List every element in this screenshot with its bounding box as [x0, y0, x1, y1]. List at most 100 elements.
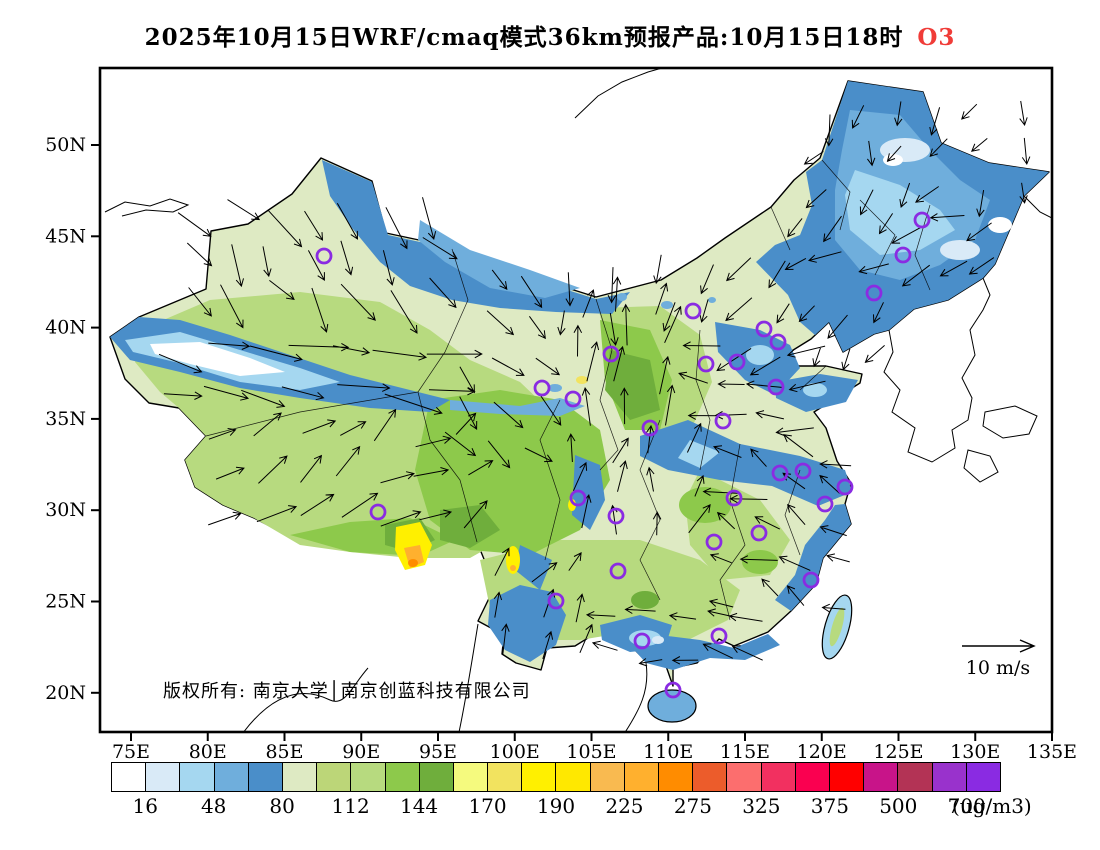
copyright-text: 版权所有: 南京大学│南京创蓝科技有限公司	[163, 680, 531, 702]
colorbar-cell	[213, 762, 248, 792]
colorbar-cell	[555, 762, 590, 792]
title-species-o3: O3	[917, 24, 956, 51]
wind-scale-legend: 10 m/s	[962, 639, 1036, 679]
city-marker-shijiazhuang	[728, 353, 746, 371]
colorbar-tick-label: 700	[947, 794, 986, 818]
city-marker-shanghai	[836, 478, 854, 496]
colorbar-cell	[418, 762, 453, 792]
colorbar-cell	[452, 762, 488, 792]
colorbar-cell	[350, 762, 385, 792]
lat-label-20N: 20N	[45, 682, 86, 704]
city-marker-wuhan	[725, 489, 743, 507]
colorbar-tick-label: 325	[742, 794, 781, 818]
colorbar-cell	[589, 762, 624, 792]
lon-label-85E: 85E	[265, 741, 303, 763]
province-boundaries	[205, 159, 931, 621]
title-text: 2025年10月15日WRF/cmaq模式36km预报产品:10月15日18时	[144, 24, 904, 51]
city-marker-chongqing	[607, 507, 625, 525]
colorbar-cell	[726, 762, 761, 792]
foreign-coastlines	[104, 68, 1052, 732]
city-marker-urumqi	[315, 247, 333, 265]
colorbar-tick-label: 500	[879, 794, 918, 818]
city-marker-fuzhou	[802, 571, 820, 589]
city-marker-xian	[641, 419, 659, 437]
city-marker-kunming	[547, 592, 565, 610]
city-marker-shenyang	[865, 284, 883, 302]
colorbar-tick-label: 190	[536, 794, 576, 818]
lat-label-35N: 35N	[45, 408, 86, 430]
colorbar-cell	[247, 762, 282, 792]
city-marker-hangzhou	[816, 495, 834, 513]
lon-label-110E: 110E	[643, 741, 693, 763]
city-marker-guiyang	[609, 562, 627, 580]
colorbar-tick-label: 80	[269, 794, 295, 818]
city-marker-lanzhou	[564, 390, 582, 408]
colorbar-cell	[692, 762, 727, 792]
colorbar-cell	[384, 762, 419, 792]
lon-label-115E: 115E	[720, 741, 770, 763]
colorbar-cell	[487, 762, 522, 792]
city-marker-nanchang	[750, 524, 768, 542]
lon-label-105E: 105E	[566, 741, 616, 763]
city-marker-harbin	[913, 211, 931, 229]
lat-label-45N: 45N	[45, 225, 86, 247]
colorbar-cell	[145, 762, 180, 792]
city-marker-nanjing	[794, 462, 812, 480]
lon-label-80E: 80E	[189, 741, 227, 763]
colorbar-tick-label: 48	[200, 794, 227, 818]
colorbar-cell	[828, 762, 864, 792]
lon-label-100E: 100E	[490, 741, 540, 763]
lat-label-40N: 40N	[45, 317, 86, 339]
colorbar-cell	[111, 762, 146, 792]
page-title: 2025年10月15日WRF/cmaq模式36km预报产品:10月15日18时 O…	[0, 18, 1100, 52]
lon-label-75E: 75E	[112, 741, 150, 763]
lat-label-50N: 50N	[45, 134, 86, 156]
lon-label-120E: 120E	[797, 741, 847, 763]
city-marker-yinchuan	[602, 345, 620, 363]
lon-label-95E: 95E	[419, 741, 457, 763]
colorbar-cell	[316, 762, 351, 792]
wind-scale-label: 10 m/s	[966, 657, 1030, 679]
colorbar-tick-label: 275	[673, 794, 713, 818]
city-marker-lhasa	[369, 503, 387, 521]
city-marker-hefei	[771, 464, 789, 482]
city-marker-jinan	[767, 378, 785, 396]
lon-label-90E: 90E	[342, 741, 380, 763]
city-marker-haikou	[664, 681, 682, 699]
lon-label-135E: 135E	[1027, 741, 1077, 763]
wind-arrow-paths	[158, 100, 1031, 667]
city-marker-beijing	[755, 320, 773, 338]
lon-label-130E: 130E	[950, 741, 1000, 763]
colorbar-tick-label: 170	[468, 794, 507, 818]
city-marker-xining	[533, 379, 551, 397]
colorbar-cell	[658, 762, 693, 792]
china-region	[109, 80, 1050, 723]
colorbar-cell	[521, 762, 556, 792]
colorbar-cell	[179, 762, 214, 792]
colorbar-cell	[794, 762, 829, 792]
lon-label-125E: 125E	[873, 741, 923, 763]
map-frame	[98, 66, 1054, 734]
colorbar-tick-label: 112	[331, 794, 370, 818]
lat-label-30N: 30N	[45, 499, 86, 521]
city-marker-tianjin	[769, 333, 787, 351]
taiwan-island	[821, 594, 853, 660]
ozone-low-blue	[110, 81, 1049, 670]
city-marker-guangzhou	[710, 627, 728, 645]
axis-labels: 50N 45N 40N 35N 30N 25N 20N 75E 80E 85E 90E 95E 100E…	[45, 134, 1077, 763]
colorbar-scale	[111, 762, 1001, 792]
ozone-hotspots	[395, 376, 588, 574]
city-marker-changchun	[894, 246, 912, 264]
axis-ticks	[91, 144, 1053, 741]
city-marker-hohhot	[684, 302, 702, 320]
wind-vector-field	[158, 100, 1031, 667]
colorbar-tick-label: 16	[132, 794, 158, 818]
city-marker-changsha	[705, 533, 723, 551]
colorbar-tick-label: 375	[810, 794, 849, 818]
wind-scale-arrow-icon	[962, 639, 1036, 653]
city-marker-chengdu	[569, 489, 587, 507]
colorbar-unit-label: (ug/m3)	[952, 794, 1032, 818]
city-marker-zhengzhou	[714, 412, 732, 430]
